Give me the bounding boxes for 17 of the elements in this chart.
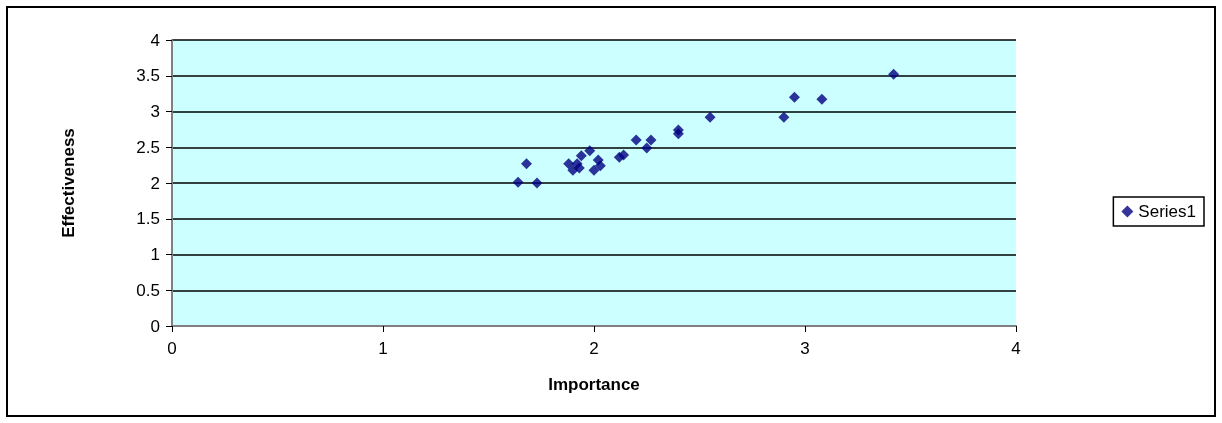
y-tick-label: 2 — [150, 173, 160, 193]
x-axis-title: Importance — [548, 375, 640, 394]
y-tick-label: 4 — [150, 30, 160, 50]
x-tick-label: 1 — [378, 339, 388, 358]
y-tick-label: 0 — [150, 316, 160, 336]
legend-label: Series1 — [1138, 202, 1196, 221]
y-tick-label: 0.5 — [136, 280, 160, 300]
x-tick-label: 0 — [167, 339, 177, 358]
y-tick-label: 3.5 — [136, 66, 160, 86]
x-tick-label: 3 — [800, 339, 810, 358]
y-tick-label: 3 — [150, 102, 160, 121]
x-tick-label: 4 — [1011, 339, 1021, 358]
y-tick-label: 2.5 — [136, 137, 160, 157]
y-tick-label: 1 — [150, 245, 160, 264]
y-axis-title: Effectiveness — [59, 128, 78, 238]
x-tick-label: 2 — [589, 339, 599, 358]
y-tick-label: 1.5 — [136, 209, 160, 229]
